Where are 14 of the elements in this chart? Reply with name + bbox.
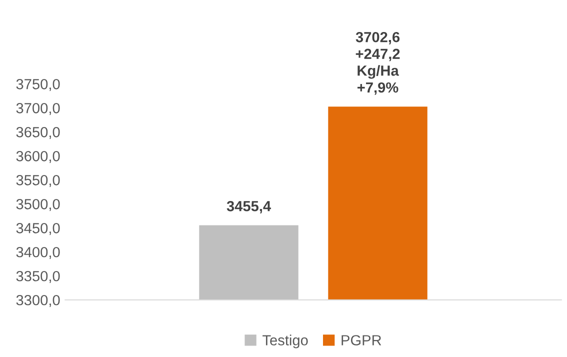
y-tick-label: 3500,0 [16, 198, 60, 212]
legend-label: Testigo [262, 334, 308, 348]
y-tick-label: 3450,0 [16, 222, 60, 236]
y-tick-label: 3300,0 [16, 294, 60, 308]
y-tick-label: 3600,0 [16, 150, 60, 164]
data-label: 3702,6 +247,2 Kg/Ha +7,9% [356, 32, 400, 95]
y-tick-label: 3700,0 [16, 102, 60, 116]
y-tick-label: 3350,0 [16, 270, 60, 284]
y-tick-label: 3750,0 [16, 78, 60, 92]
y-tick-label: 3650,0 [16, 126, 60, 140]
data-label: 3455,4 [226, 200, 271, 214]
legend-label: PGPR [342, 335, 382, 346]
y-tick-label: 3550,0 [16, 174, 60, 188]
y-tick-label: 3400,0 [16, 246, 60, 260]
